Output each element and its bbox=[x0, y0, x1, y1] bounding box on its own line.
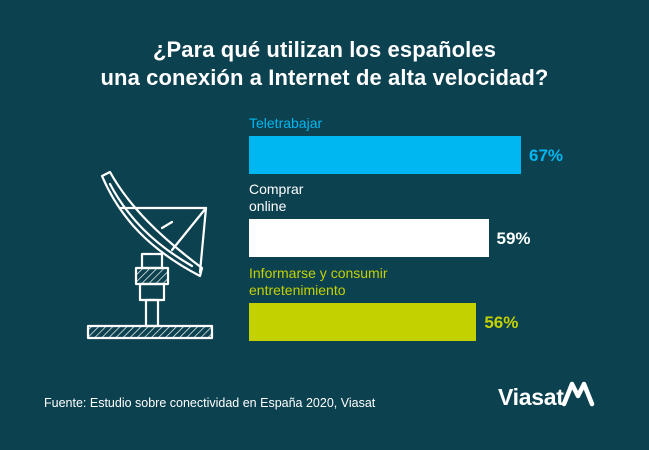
value-label: 59% bbox=[496, 229, 531, 248]
bar bbox=[249, 219, 489, 257]
bar bbox=[249, 136, 521, 174]
value-label: 67% bbox=[529, 146, 564, 165]
bar bbox=[249, 303, 477, 341]
category-label: Informarse y consumir bbox=[249, 265, 388, 281]
category-label: Comprar bbox=[249, 181, 304, 197]
viasat-logo: Viasat bbox=[498, 378, 596, 411]
category-label: entretenimiento bbox=[249, 282, 346, 298]
source-note: Fuente: Estudio sobre conectividad en Es… bbox=[44, 396, 376, 410]
category-label: online bbox=[249, 198, 287, 214]
title-line-2: una conexión a Internet de alta velocida… bbox=[100, 65, 549, 90]
value-label: 56% bbox=[484, 313, 519, 332]
category-label: Teletrabajar bbox=[249, 115, 323, 131]
logo-text: Viasat bbox=[498, 384, 564, 410]
title-line-1: ¿Para qué utilizan los españoles bbox=[152, 37, 497, 62]
chart-title: ¿Para qué utilizan los españoles una con… bbox=[0, 36, 649, 92]
satellite-dish-icon bbox=[86, 170, 214, 340]
viasat-wave-icon bbox=[561, 381, 594, 407]
